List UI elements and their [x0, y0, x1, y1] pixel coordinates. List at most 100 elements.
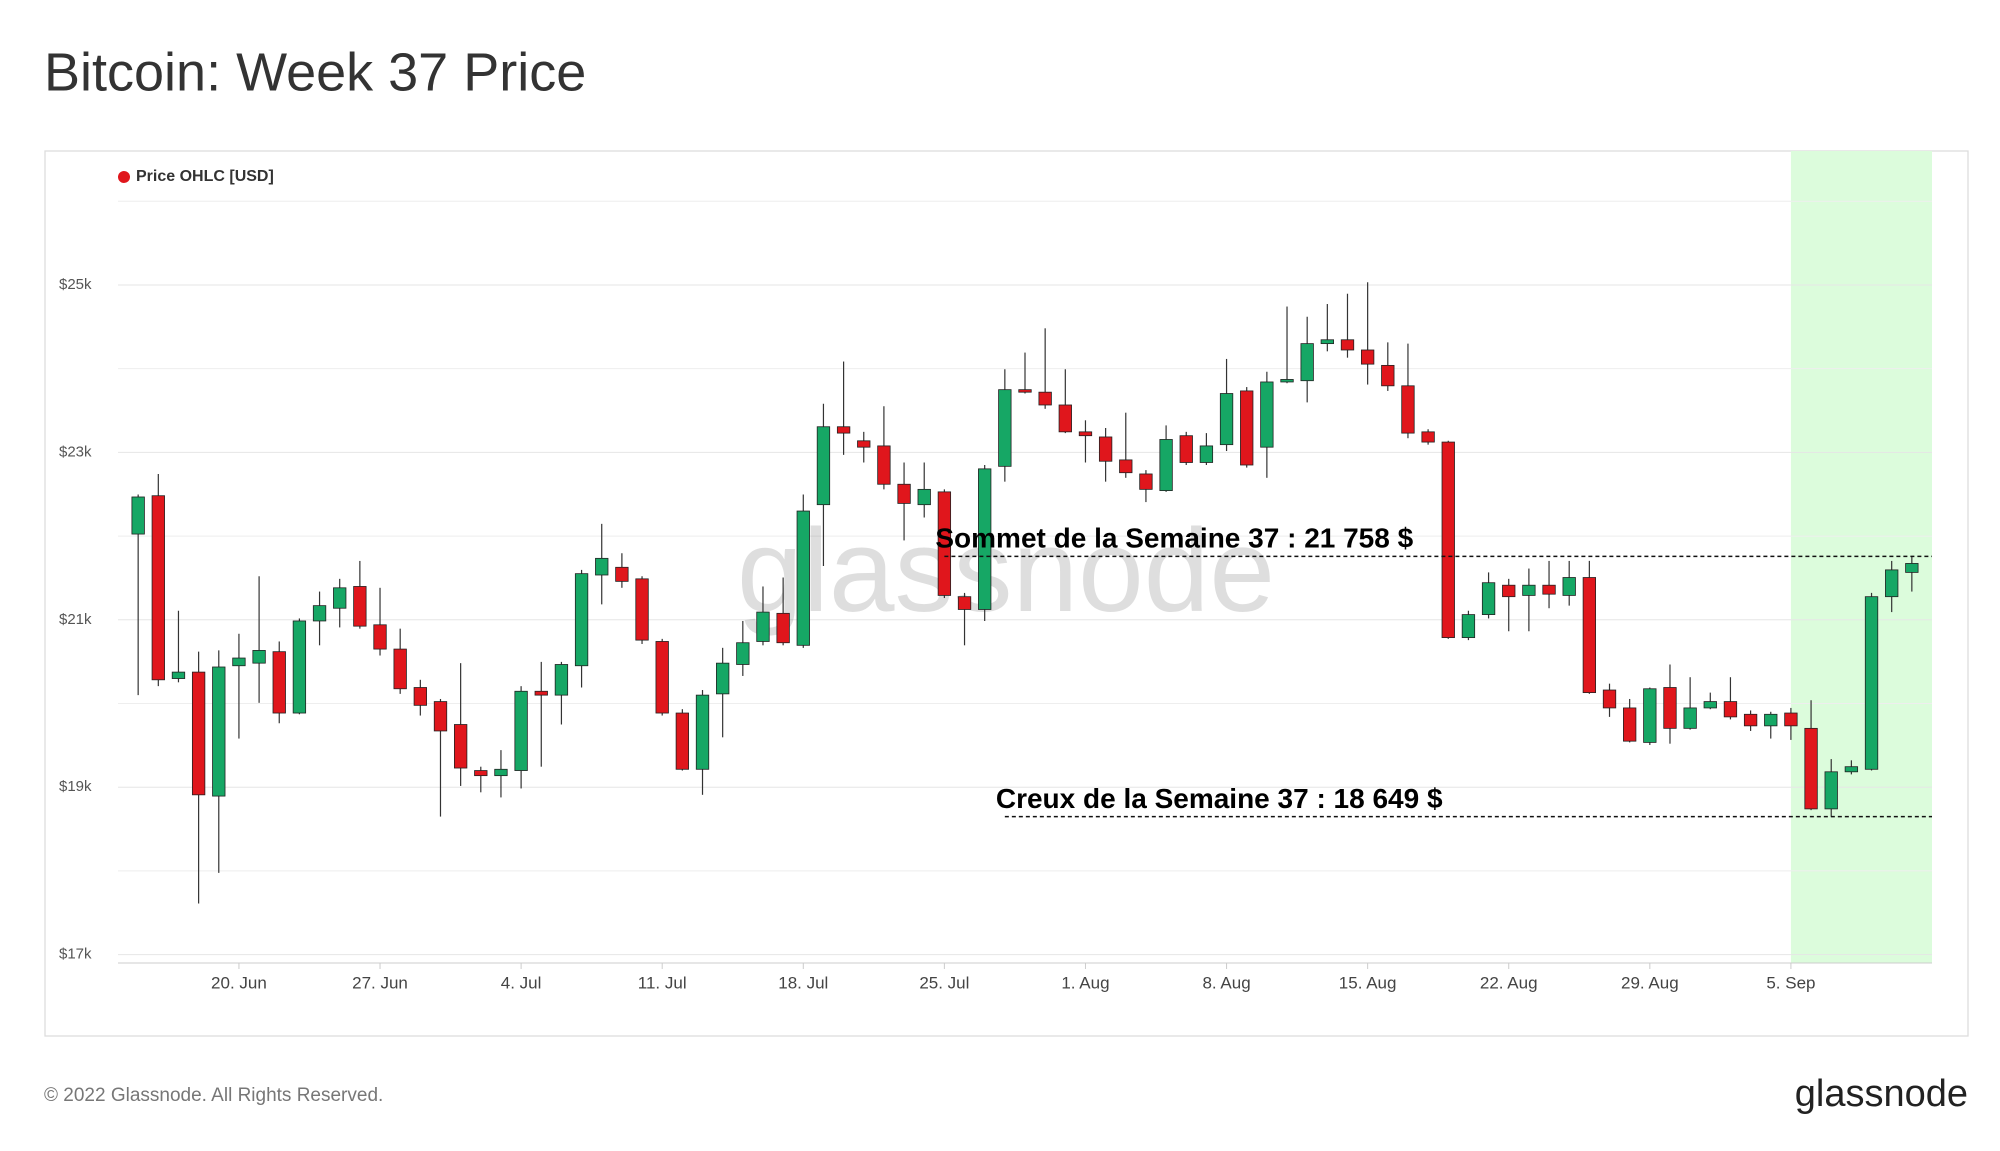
candle-body [272, 651, 286, 714]
candle-body [816, 426, 831, 506]
candle-body [1300, 343, 1314, 382]
candle-body [1038, 391, 1052, 406]
x-tick-label: 11. Jul [638, 973, 687, 992]
candle-body [1058, 404, 1072, 433]
candle-body [191, 671, 206, 796]
candle-body [433, 701, 448, 732]
candle-body [353, 586, 367, 627]
x-tick-label: 5. Sep [1766, 973, 1815, 992]
candle-body [574, 573, 589, 667]
candle-body [1179, 435, 1193, 463]
x-tick-label: 25. Jul [919, 973, 969, 992]
candle-body [151, 495, 165, 681]
logo: glassnode [1795, 1073, 1968, 1115]
candle-body [1018, 389, 1032, 393]
candle-body [1119, 459, 1133, 474]
candle-body [534, 690, 548, 696]
x-tick-label: 15. Aug [1339, 973, 1397, 992]
candle-body [1320, 339, 1334, 345]
candle-body [1844, 766, 1859, 773]
candle-body [1139, 473, 1153, 490]
candle-body [998, 389, 1012, 467]
candle-body [615, 566, 629, 582]
candle-body [1240, 390, 1254, 466]
candle-body [978, 468, 992, 610]
candle-body [1663, 687, 1677, 729]
candle-body [1522, 584, 1536, 596]
candle-body [716, 662, 730, 695]
candle-body [695, 694, 710, 770]
candle-body [897, 483, 911, 504]
candle-body [857, 440, 871, 448]
x-tick-label: 1. Aug [1061, 973, 1109, 992]
candle-body [1764, 713, 1778, 727]
candle-body [756, 611, 770, 642]
candle-body [1421, 431, 1435, 443]
candle-body [796, 510, 810, 646]
x-tick-label: 22. Aug [1480, 973, 1538, 992]
x-tick-label: 20. Jun [211, 973, 267, 992]
watermark: glassnode [737, 505, 1275, 637]
candle-body [776, 612, 790, 644]
candle-body [1824, 771, 1838, 810]
candle-body [373, 624, 387, 650]
candle-body [292, 620, 307, 714]
candle-body [1360, 349, 1375, 365]
candle-body [131, 496, 145, 535]
candle-body [736, 642, 750, 665]
candle-body [1199, 445, 1214, 463]
candle-body [413, 687, 427, 706]
legend-swatch [118, 171, 130, 183]
y-tick-label: $21k [59, 611, 92, 628]
candle-body [957, 596, 972, 610]
footer: © 2022 Glassnode. All Rights Reserved. [44, 1085, 383, 1106]
candle-body [655, 641, 669, 714]
y-tick-label: $25k [59, 276, 92, 293]
candle-body [1723, 701, 1738, 718]
candle-body [1804, 727, 1818, 810]
annotation-label: Sommet de la Semaine 37 : 21 758 $ [935, 523, 1413, 554]
candle-body [917, 488, 931, 506]
candle-body [312, 605, 327, 622]
candle-body [1542, 584, 1556, 595]
candle-body [595, 557, 609, 576]
candle-body [937, 491, 952, 596]
candle-body [1401, 385, 1415, 434]
candle-body [232, 657, 246, 667]
candle-body [514, 690, 528, 771]
legend-label: Price OHLC [USD] [136, 168, 274, 185]
candle-body [1562, 577, 1576, 596]
candle-body [1864, 596, 1879, 770]
candle-body [1703, 701, 1717, 709]
candle-body [212, 666, 226, 797]
candle-body [171, 671, 186, 679]
candle-body [836, 426, 851, 434]
candle-body [554, 664, 569, 696]
candle-body [1461, 614, 1476, 639]
chart-title: Bitcoin: Week 37 Price [44, 42, 586, 102]
candle-body [1381, 364, 1395, 387]
candle-body [1502, 584, 1516, 598]
y-tick-label: $23k [59, 443, 92, 460]
y-tick-label: $19k [59, 778, 92, 795]
candle-body [1340, 339, 1355, 351]
candle-body [1743, 713, 1758, 727]
candle-body [453, 724, 468, 769]
y-tick-label: $17k [59, 946, 92, 963]
candle-body [1219, 393, 1234, 446]
candle-body [252, 650, 266, 664]
x-tick-label: 4. Jul [501, 973, 542, 992]
candle-body [635, 578, 649, 641]
candle-body [877, 445, 891, 485]
candle-body [1159, 439, 1173, 492]
x-tick-label: 18. Jul [778, 973, 828, 992]
candle-body [1643, 688, 1657, 743]
candle-body [393, 648, 407, 690]
candle-body [1905, 563, 1919, 573]
candle-body [1260, 381, 1274, 448]
candle-body [1784, 712, 1798, 727]
candle-body [333, 587, 347, 609]
candle-body [1481, 582, 1496, 615]
